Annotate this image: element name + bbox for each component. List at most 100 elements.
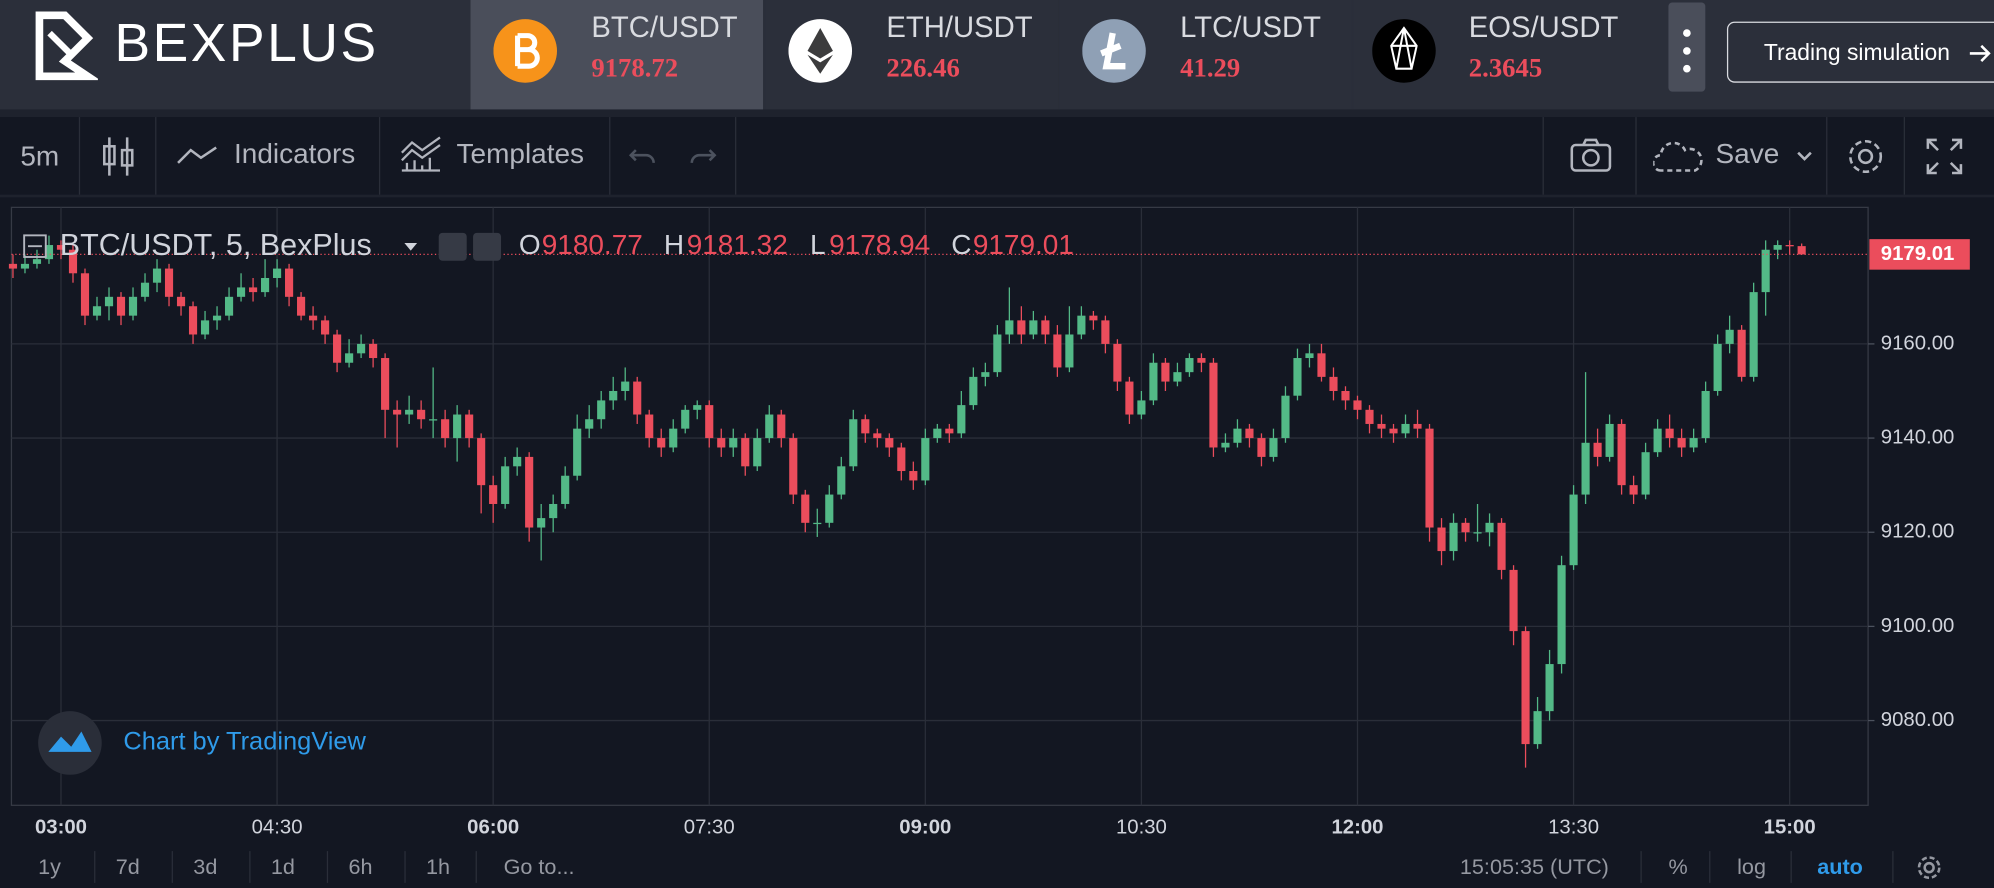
candle-body <box>1689 438 1698 448</box>
candle-body <box>1773 245 1782 250</box>
candle-body <box>405 409 414 415</box>
logo-text: BEXPLUS <box>114 12 379 73</box>
candle-body <box>1617 423 1626 486</box>
y-tick-label: 9140.00 <box>1881 426 1955 448</box>
legend-value: 9179.01 <box>973 229 1074 260</box>
legend-value: 9180.77 <box>542 229 643 260</box>
candle-body <box>561 475 570 504</box>
candle-body <box>1701 390 1710 439</box>
candle-body <box>1017 320 1026 335</box>
candle-body <box>537 518 546 528</box>
ticker-pair: BTC/USDT <box>591 10 738 44</box>
candle-body <box>1053 334 1062 368</box>
candle-body <box>621 381 630 391</box>
range-button[interactable]: 1y <box>38 854 62 880</box>
candle-body <box>56 245 66 250</box>
more-button[interactable] <box>1668 2 1706 92</box>
last-price-tag <box>1869 239 1970 270</box>
candle-type-icon[interactable] <box>99 135 137 178</box>
candle-body <box>633 381 642 415</box>
indicators-button[interactable]: Indicators <box>233 137 356 170</box>
candle-body <box>1629 485 1638 495</box>
candle-body <box>861 419 870 434</box>
candle-body <box>1545 664 1554 712</box>
candle-body <box>1101 320 1110 344</box>
candle-body <box>1221 442 1230 448</box>
percent-toggle[interactable]: % <box>1668 854 1688 880</box>
candle-body <box>1005 320 1014 335</box>
x-tick-label: 15:00 <box>1764 817 1816 839</box>
candle-body <box>297 296 306 316</box>
candle-body <box>489 485 498 504</box>
candle-body <box>813 522 822 525</box>
candle-body <box>1749 292 1758 377</box>
candle-body <box>945 428 954 434</box>
range-button[interactable]: 1d <box>270 854 295 880</box>
candle-body <box>1797 246 1806 255</box>
range-button[interactable]: 6h <box>348 854 373 880</box>
candle-body <box>140 282 150 297</box>
ticker-price: 41.29 <box>1180 52 1241 83</box>
candle-body <box>188 306 198 335</box>
candle-body <box>345 353 354 363</box>
trading-simulation-button[interactable]: Trading simulation <box>1726 21 1994 83</box>
candle-body <box>1341 390 1350 401</box>
snapshot-button[interactable] <box>1569 137 1612 173</box>
range-button[interactable]: 1h <box>426 854 451 880</box>
candle-body <box>1245 428 1254 439</box>
candle-body <box>92 306 102 316</box>
save-button[interactable]: Save <box>1715 137 1780 170</box>
candle-body <box>1437 527 1446 552</box>
candle-body <box>1065 334 1074 368</box>
candle-body <box>200 320 210 335</box>
candle-body <box>1377 423 1386 429</box>
candle-body <box>885 438 894 448</box>
candle-body <box>837 466 846 495</box>
ticker-pair: EOS/USDT <box>1468 10 1619 44</box>
goto-button[interactable]: Go to... <box>503 854 575 880</box>
candle-body <box>128 296 138 316</box>
candle-body <box>393 409 402 415</box>
ticker-tab[interactable]: EOS/USDT 2.3645 <box>1353 0 1645 109</box>
settings-button[interactable] <box>1844 135 1887 178</box>
y-tick-label: 9080.00 <box>1881 709 1955 731</box>
candle-body <box>321 320 330 335</box>
ticker-tab[interactable]: ETH/USDT 226.46 <box>766 0 1058 109</box>
y-tick-label: 9160.00 <box>1881 332 1955 354</box>
interval-button[interactable]: 5m <box>20 139 60 172</box>
candle-body <box>1149 362 1158 401</box>
candle-body <box>753 438 762 467</box>
candle-body <box>1197 358 1206 363</box>
candle-body <box>116 296 126 316</box>
ticker-tab[interactable]: BTC/USDT 9178.72 <box>470 0 764 110</box>
y-tick-label: 9100.00 <box>1881 615 1955 637</box>
candle-body <box>1293 358 1302 396</box>
range-button[interactable]: 7d <box>115 854 140 880</box>
ticker-pair: ETH/USDT <box>886 10 1033 44</box>
fullscreen-button[interactable] <box>1925 137 1963 175</box>
ticker-price: 9178.72 <box>591 52 679 83</box>
candle-body <box>981 372 990 377</box>
candle-body <box>657 438 666 448</box>
candle-body <box>693 405 702 410</box>
candle-body <box>1161 362 1170 382</box>
candle-body <box>933 428 942 439</box>
candle-body <box>248 287 258 293</box>
candle-body <box>645 414 654 439</box>
candle-body <box>1569 494 1578 566</box>
ticker-tab[interactable]: LTC/USDT 41.29 <box>1059 0 1351 109</box>
legend-label: C <box>951 229 971 260</box>
candle-body <box>993 334 1002 373</box>
candle-body <box>1233 428 1242 443</box>
auto-toggle[interactable]: auto <box>1817 854 1863 880</box>
coin-icon <box>1082 19 1146 83</box>
candle-body <box>1353 400 1362 410</box>
candle-body <box>1305 353 1314 359</box>
toolbar: 5m Indicators Templates Save <box>0 117 1994 195</box>
templates-button[interactable]: Templates <box>456 137 585 170</box>
log-toggle[interactable]: log <box>1737 854 1766 880</box>
range-button[interactable]: 3d <box>193 854 218 880</box>
candle-body <box>176 296 186 307</box>
candle-body <box>1761 249 1770 293</box>
